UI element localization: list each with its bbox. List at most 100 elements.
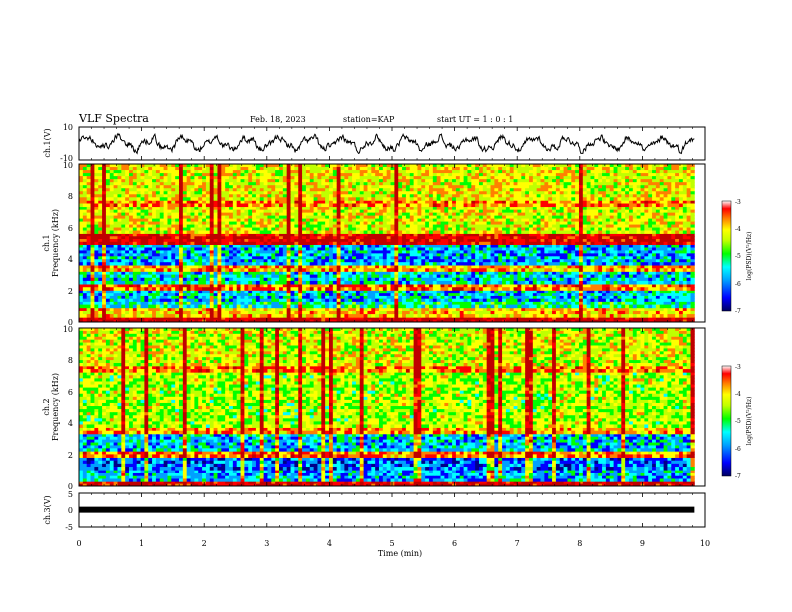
ch1-spectrogram-cell xyxy=(336,295,341,300)
ch1-spectrogram-cell xyxy=(129,314,134,318)
ch1-spectrogram-cell xyxy=(409,317,414,321)
ch1-spectrogram-cell xyxy=(567,287,572,291)
ch1-spectrogram-cell xyxy=(671,256,676,260)
ch1-spectrogram-cell xyxy=(240,256,245,260)
ch1-spectrogram-cell xyxy=(105,319,111,323)
ch1-spectrogram-cell xyxy=(209,314,215,318)
ch1-spectrogram-cell xyxy=(294,268,299,272)
ch1-spectrogram-cell xyxy=(367,284,372,288)
ch1-spectrogram-cell xyxy=(248,259,253,263)
ch1-spectrogram-cell xyxy=(398,284,403,288)
ch1-spectrogram-cell xyxy=(536,250,541,254)
ch1-spectrogram-cell xyxy=(652,253,657,257)
ch1-spectrogram-cell xyxy=(190,268,195,272)
ch1-spectrogram-cell xyxy=(148,280,153,285)
ch1-spectrogram-cell xyxy=(125,287,130,291)
ch1-spectrogram-cell xyxy=(298,253,303,257)
ch1-spectrogram-cell xyxy=(159,244,165,248)
ch1-spectrogram-cell xyxy=(444,280,449,285)
ch1-spectrogram-cell xyxy=(190,277,195,282)
ch1-spectrogram-cell xyxy=(598,284,603,288)
ch1-spectrogram-cell xyxy=(194,268,199,272)
ch1-spectrogram-cell xyxy=(505,239,511,243)
ch1-spectrogram-cell xyxy=(421,268,426,272)
ch1-spectrogram-cell xyxy=(590,295,595,300)
ch1-spectrogram-cell xyxy=(602,284,607,288)
ch1-spectrogram-cell xyxy=(525,298,530,302)
ch1-spectrogram-cell xyxy=(567,298,572,302)
ch1-spectrogram-cell xyxy=(478,250,484,254)
ch1-spectrogram-cell xyxy=(336,271,341,275)
ch1-spectrogram-cell xyxy=(405,259,411,263)
ch1-spectrogram-cell xyxy=(382,307,388,312)
ch1-spectrogram-cell xyxy=(467,301,472,306)
ch1-spectrogram-cell xyxy=(244,314,249,318)
ch1-spectrogram-cell xyxy=(305,284,311,288)
ch1-spectrogram-cell xyxy=(536,293,541,297)
ch1-spectrogram-cell xyxy=(382,277,388,282)
ch1-spectrogram-cell xyxy=(509,295,514,300)
ch1-spectrogram-cell xyxy=(340,304,345,309)
ch1-spectrogram-cell xyxy=(113,287,118,291)
ch1-spectrogram-cell xyxy=(440,253,445,257)
ch1-spectrogram-cell xyxy=(652,295,657,300)
ch1-spectrogram-cell xyxy=(159,274,165,279)
ch1-spectrogram-cell xyxy=(382,247,388,251)
ch1-spectrogram-cell xyxy=(555,314,561,318)
ch1-spectrogram-cell xyxy=(375,307,380,312)
ch1-spectrogram-cell xyxy=(478,284,484,288)
ch1-spectrogram-cell xyxy=(240,284,245,288)
ch1-spectrogram-cell xyxy=(132,206,138,211)
ch1-spectrogram-cell xyxy=(386,253,391,257)
ch1-spectrogram-cell xyxy=(317,250,322,254)
ch1-spectrogram-cell xyxy=(509,253,514,257)
ch1-spectrogram-cell xyxy=(390,293,395,297)
ch1-spectrogram-cell xyxy=(644,268,649,272)
ch1-spectrogram-cell xyxy=(336,304,341,309)
ch1-spectrogram-cell xyxy=(598,293,603,297)
ch1-spectrogram-cell xyxy=(636,250,641,254)
ch1-spectrogram-cell xyxy=(628,310,634,315)
ch1-spectrogram-cell xyxy=(205,277,211,282)
ch1-spectrogram-cell xyxy=(544,206,549,211)
ch1-spectrogram-cell xyxy=(255,319,261,323)
ch1-spectrogram-cell xyxy=(175,317,180,321)
ch1-spectrogram-cell xyxy=(655,241,661,245)
ch1-spectrogram-cell xyxy=(290,265,295,269)
ch1-spectrogram-cell xyxy=(594,277,599,282)
ch1-spectrogram-cell xyxy=(490,298,495,302)
ch1-spectrogram-cell xyxy=(313,247,318,251)
ch1-spectrogram-cell xyxy=(302,277,307,282)
ch1-spectrogram-cell xyxy=(121,209,126,214)
ch1-spectrogram-cell xyxy=(175,250,180,254)
ch1-spectrogram-cell xyxy=(117,310,122,315)
ch1-spectrogram-cell xyxy=(436,239,441,243)
ch1-spectrogram-cell xyxy=(452,298,457,302)
ch1-spectrogram-cell xyxy=(378,290,384,294)
ch1-spectrogram-cell xyxy=(113,241,118,245)
ch1-spectrogram-cell xyxy=(371,256,376,260)
ch1-spectrogram-cell xyxy=(552,244,557,248)
ch1-spectrogram-cell xyxy=(155,317,161,321)
ch1-spectrogram-cell xyxy=(686,280,691,285)
ch1-spectrogram-cell xyxy=(628,239,634,243)
ch1-spectrogram-cell xyxy=(255,280,261,285)
ch1-spectrogram-cell xyxy=(640,259,645,263)
ch1-spectrogram-cell xyxy=(413,274,418,279)
ch1-spectrogram-cell xyxy=(109,268,115,272)
ch1-spectrogram-cell xyxy=(286,250,291,254)
ch1-spectrogram-cell xyxy=(575,247,580,251)
ch1-spectrogram-cell xyxy=(594,280,599,285)
ch1-spectrogram-cell xyxy=(232,287,238,291)
ch1-spectrogram-cell xyxy=(182,293,188,297)
ch1-spectrogram-cell xyxy=(448,274,453,279)
ch1-spectrogram-cell xyxy=(455,262,461,266)
ch1-spectrogram-cell xyxy=(175,239,180,243)
ch1-spectrogram-cell xyxy=(294,274,299,279)
ch1-spectrogram-cell xyxy=(336,310,341,315)
ch1-spectrogram-cell xyxy=(690,233,695,237)
ch1-spectrogram-cell xyxy=(355,277,361,282)
ch1-spectrogram-cell xyxy=(655,271,661,275)
ch1-spectrogram-cell xyxy=(175,293,180,297)
ch1-spectrogram-cell xyxy=(263,233,268,237)
